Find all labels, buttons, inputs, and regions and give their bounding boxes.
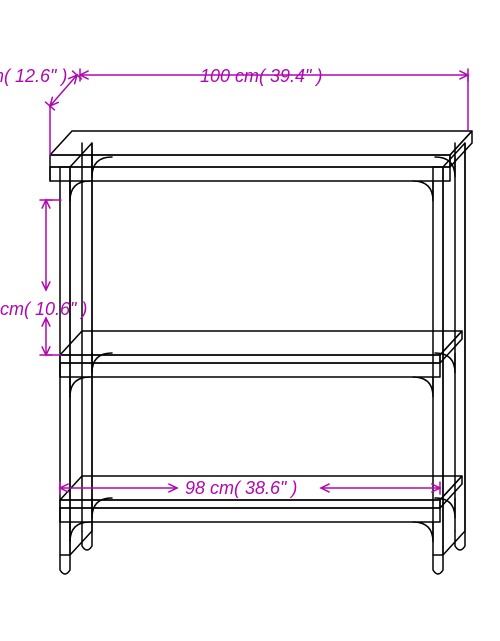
shelf-gap-dimension-label: 7 cm( 10.6" ) [0, 300, 87, 318]
top-width-dimension-label: 100 cm( 39.4" ) [200, 67, 322, 85]
dimension-annotations [0, 0, 500, 641]
shelf-width-dimension-label: 98 cm( 38.6" ) [185, 479, 297, 497]
depth-dimension-label: cm( 12.6" ) [0, 67, 67, 85]
